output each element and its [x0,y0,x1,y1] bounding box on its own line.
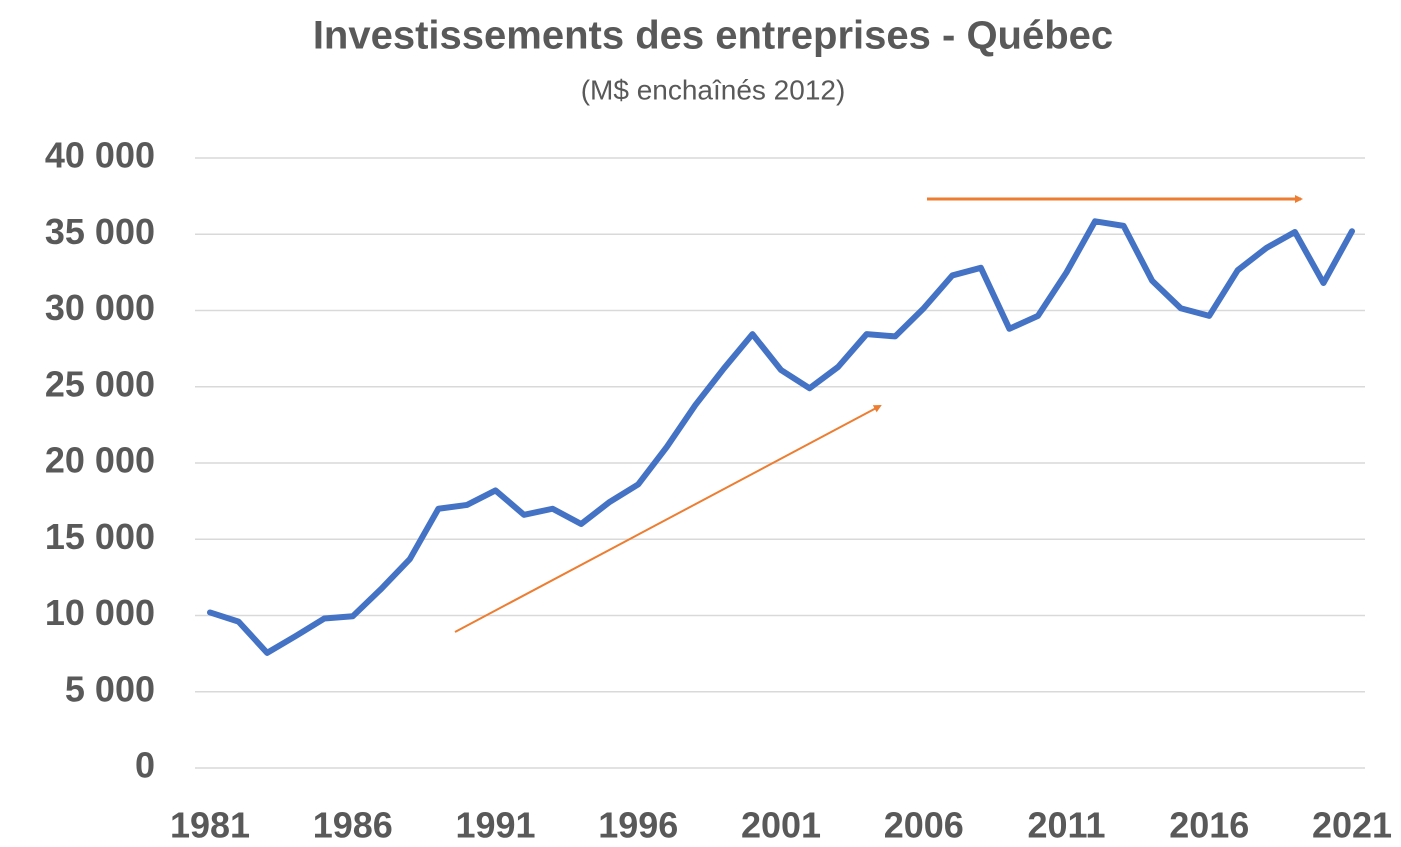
y-tick-label: 25 000 [45,363,155,404]
y-tick-label: 30 000 [45,287,155,328]
y-tick-label: 40 000 [45,135,155,176]
y-tick-label: 35 000 [45,211,155,252]
y-tick-label: 0 [135,745,155,786]
y-tick-label: 15 000 [45,516,155,557]
y-tick-label: 10 000 [45,592,155,633]
x-tick-label: 1986 [313,805,393,846]
y-tick-label: 20 000 [45,440,155,481]
x-tick-label: 1981 [170,805,250,846]
x-tick-label: 2001 [741,805,821,846]
trend-arrow [454,405,882,633]
data-line [207,218,1355,656]
x-tick-label: 2021 [1312,805,1392,846]
x-tick-label: 1996 [598,805,678,846]
x-tick-label: 2011 [1027,805,1105,846]
x-tick-label: 2006 [884,805,964,846]
x-tick-label: 2016 [1169,805,1249,846]
x-tick-label: 1991 [455,805,535,846]
y-tick-label: 5 000 [65,668,155,709]
chart-title: Investissements des entreprises - Québec [313,14,1113,58]
chart-subtitle: (M$ enchaînés 2012) [581,74,846,105]
